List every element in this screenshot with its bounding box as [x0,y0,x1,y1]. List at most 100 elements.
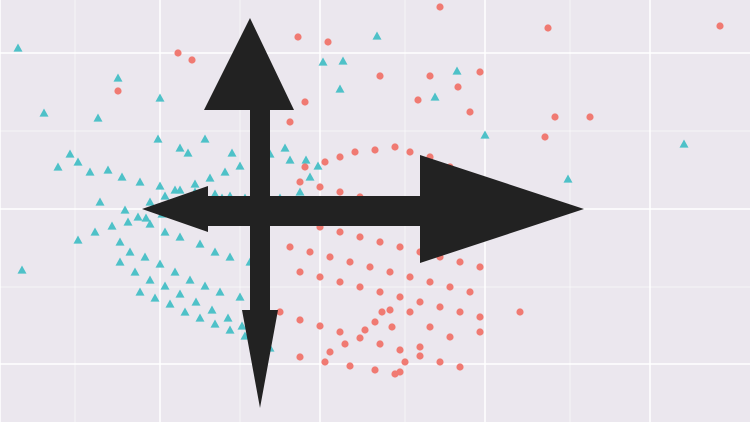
triangle-point [313,161,323,170]
triangle-point [180,307,190,316]
circle-point [406,273,414,281]
triangle-point [372,31,382,40]
circle-point [346,258,354,266]
triangle-point [155,259,165,268]
triangle-point [190,179,200,188]
circle-point [386,268,394,276]
circle-point [406,308,414,316]
circle-point [296,353,304,361]
circle-point [456,308,464,316]
circle-point [301,98,309,106]
circle-point [371,366,379,374]
circle-point [388,323,396,331]
triangle-point [185,275,195,284]
circle-point [416,343,424,351]
circle-point [321,358,329,366]
circle-point [396,346,404,354]
triangle-point [305,172,315,181]
triangle-point [237,321,247,330]
circle-point [446,333,454,341]
triangle-point [130,267,140,276]
circle-point [356,334,364,342]
circle-point [386,306,394,314]
circle-point [286,118,294,126]
circle-point [376,72,384,80]
triangle-point [133,212,143,221]
triangle-point [85,167,95,176]
triangle-point [280,143,290,152]
triangle-point [155,181,165,190]
circle-point [416,298,424,306]
triangle-point [73,157,83,166]
circle-point [296,316,304,324]
circle-point [296,268,304,276]
triangle-point [220,167,230,176]
circle-point [306,248,314,256]
triangle-point [39,108,49,117]
triangle-point [210,247,220,256]
arrow-overlay [142,18,584,408]
triangle-point [135,177,145,186]
triangle-point [145,275,155,284]
triangle-point [210,189,220,198]
triangle-point [135,287,145,296]
triangle-point [227,148,237,157]
circle-point [301,163,309,171]
circle-point [276,308,284,316]
circle-point [366,263,374,271]
triangle-point [235,161,245,170]
circle-point [336,153,344,161]
circle-point [416,352,424,360]
circle-point [426,323,434,331]
triangle-point [17,265,27,274]
triangle-point [141,213,151,222]
circle-point [516,308,524,316]
triangle-point [115,257,125,266]
triangle-point [160,281,170,290]
triangle-point [13,43,23,52]
circle-point [336,328,344,336]
circle-point [336,228,344,236]
triangle-point [95,197,105,206]
triangle-point [175,185,185,194]
triangle-point [183,148,193,157]
circle-point [361,326,369,334]
circle-point [414,96,422,104]
circle-point [476,263,484,271]
circle-point [351,148,359,156]
triangle-point [65,149,75,158]
triangle-point [150,293,160,302]
triangle-point [155,93,165,102]
triangle-point [160,191,170,200]
triangle-point [107,221,117,230]
circle-point [356,233,364,241]
triangle-point [170,267,180,276]
triangle-point [175,289,185,298]
triangle-point [335,84,345,93]
triangle-point [285,155,295,164]
circle-point [321,158,329,166]
circle-point [454,83,462,91]
circle-point [376,238,384,246]
triangle-point [200,134,210,143]
circle-point [446,283,454,291]
circle-point [396,368,404,376]
triangle-point [205,173,215,182]
circle-point [406,148,414,156]
vertical-arrow-shape [204,18,294,408]
scatter-points [13,3,724,378]
circle-point [376,288,384,296]
triangle-point [113,73,123,82]
circle-point [341,340,349,348]
circle-point [371,318,379,326]
triangle-point [123,217,133,226]
triangle-point [223,313,233,322]
circle-point [476,68,484,76]
triangle-point [140,252,150,261]
triangle-point [195,313,205,322]
circle-point [466,288,474,296]
triangle-point [480,130,490,139]
circle-point [436,358,444,366]
triangle-point [191,297,201,306]
